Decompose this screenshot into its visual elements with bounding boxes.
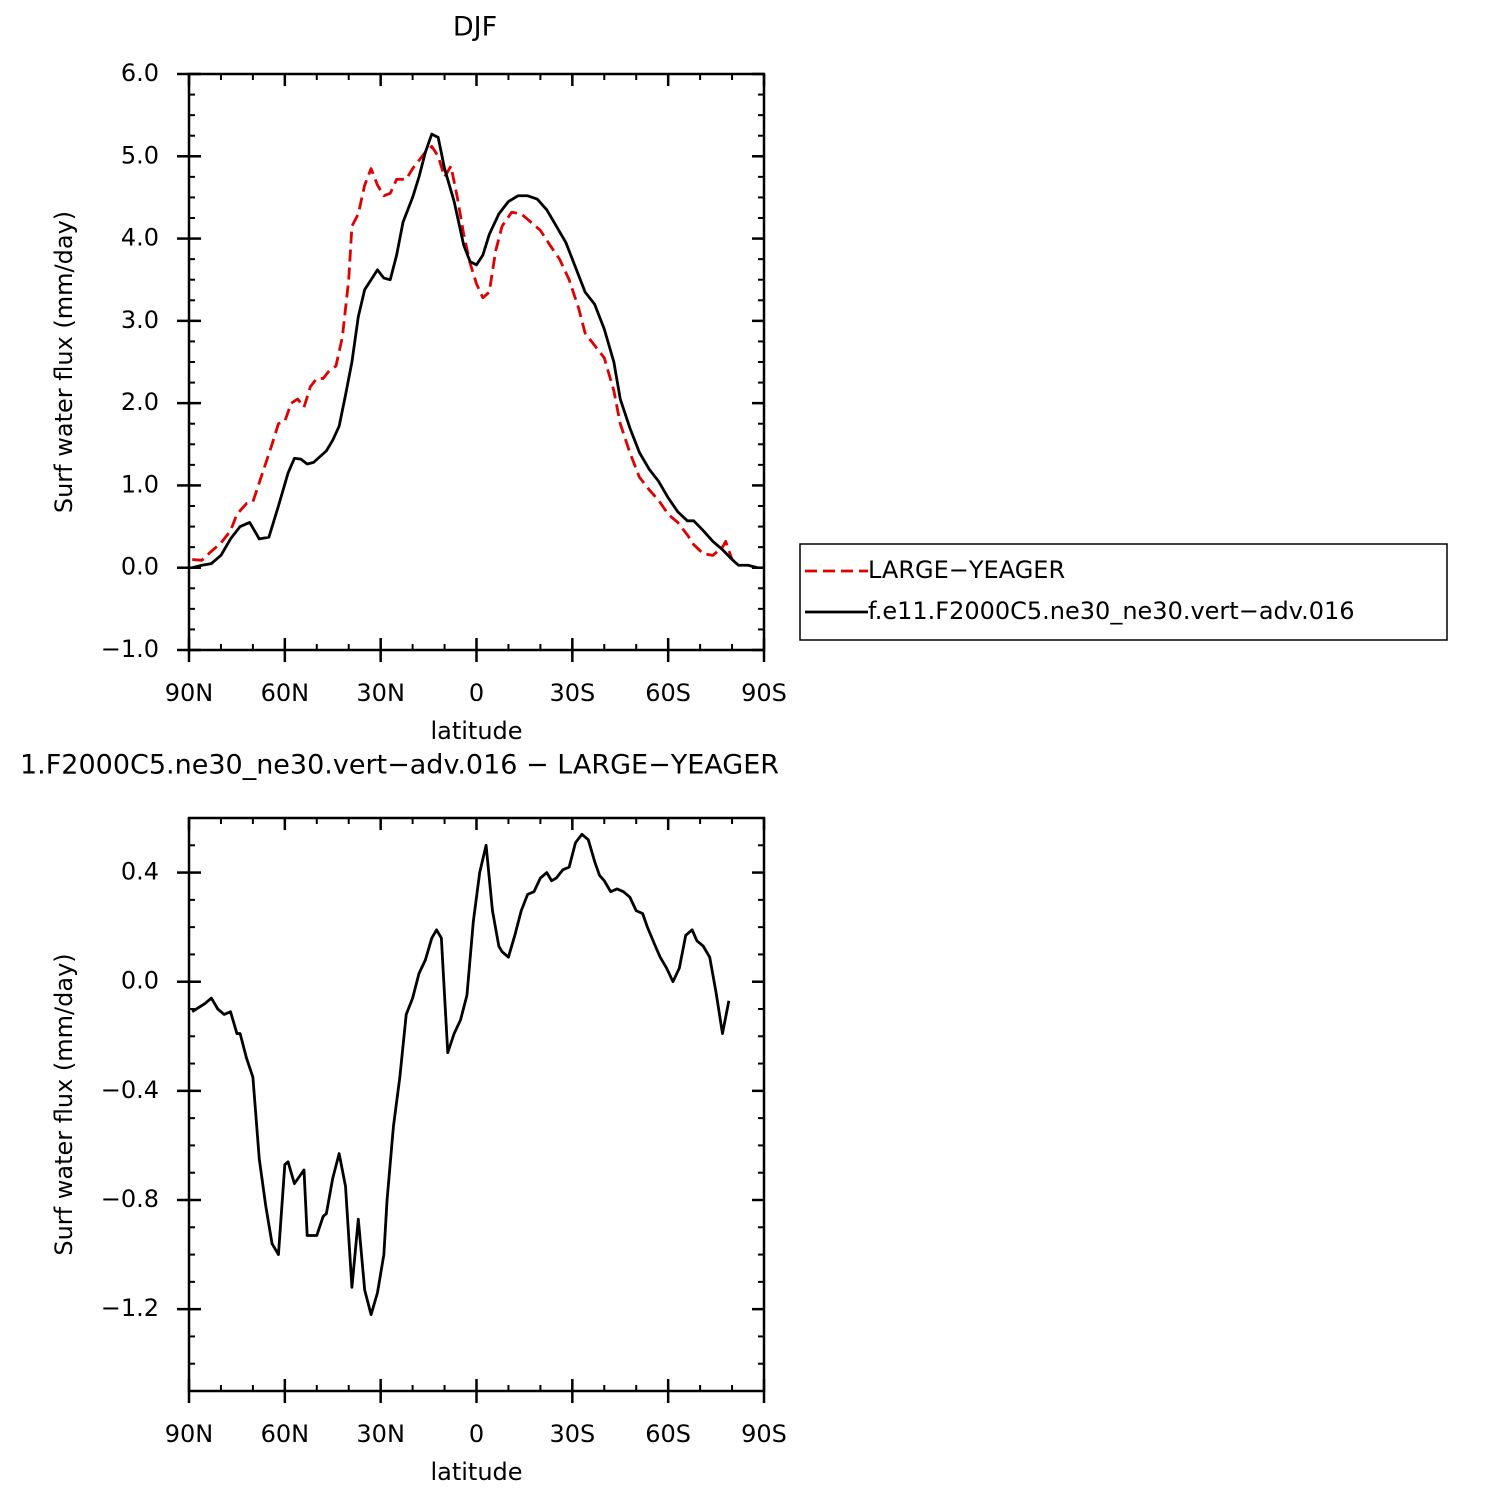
x-tick-label: 90N xyxy=(165,1420,214,1448)
legend-label: f.e11.F2000C5.ne30_ne30.vert−adv.016 xyxy=(868,597,1355,625)
y-tick-label: 0.4 xyxy=(121,858,159,886)
legend-box xyxy=(799,543,1448,641)
x-tick-label: 0 xyxy=(469,679,484,707)
chart-title: DJF xyxy=(453,12,497,43)
x-tick-label: 30N xyxy=(356,1420,405,1448)
x-axis-label: latitude xyxy=(430,1458,522,1486)
data-line xyxy=(192,145,734,562)
y-tick-label: 1.0 xyxy=(121,470,159,498)
x-tick-label: 30S xyxy=(549,1420,595,1448)
x-tick-label: 90S xyxy=(741,679,787,707)
y-tick-label: 4.0 xyxy=(121,224,159,252)
data-line xyxy=(191,132,758,570)
y-axis-label: Surf water flux (mm/day) xyxy=(50,211,78,513)
y-axis-label: Surf water flux (mm/day) xyxy=(50,953,78,1255)
x-tick-label: 0 xyxy=(469,1420,484,1448)
y-tick-label: 0.0 xyxy=(121,553,159,581)
x-tick-label: 60S xyxy=(645,1420,691,1448)
x-axis-label: latitude xyxy=(430,717,522,745)
x-tick-label: 90N xyxy=(165,679,214,707)
y-tick-label: −0.4 xyxy=(101,1076,159,1104)
data-line xyxy=(191,832,731,1316)
chart-title: 1.F2000C5.ne30_ne30.vert−adv.016 − LARGE… xyxy=(20,750,779,781)
y-tick-label: −0.8 xyxy=(101,1185,159,1213)
legend-label: LARGE−YEAGER xyxy=(868,556,1065,584)
y-tick-label: 5.0 xyxy=(121,141,159,169)
y-tick-label: 3.0 xyxy=(121,306,159,334)
y-tick-label: −1.2 xyxy=(101,1294,159,1322)
y-tick-label: 6.0 xyxy=(121,59,159,87)
x-tick-label: 30S xyxy=(549,679,595,707)
x-tick-label: 60N xyxy=(261,1420,310,1448)
x-tick-label: 30N xyxy=(356,679,405,707)
y-tick-label: −1.0 xyxy=(101,635,159,663)
plot-frame xyxy=(187,72,766,652)
y-tick-label: 0.0 xyxy=(121,967,159,995)
y-tick-label: 2.0 xyxy=(121,388,159,416)
x-tick-label: 60N xyxy=(261,679,310,707)
x-tick-label: 90S xyxy=(741,1420,787,1448)
x-tick-label: 60S xyxy=(645,679,691,707)
